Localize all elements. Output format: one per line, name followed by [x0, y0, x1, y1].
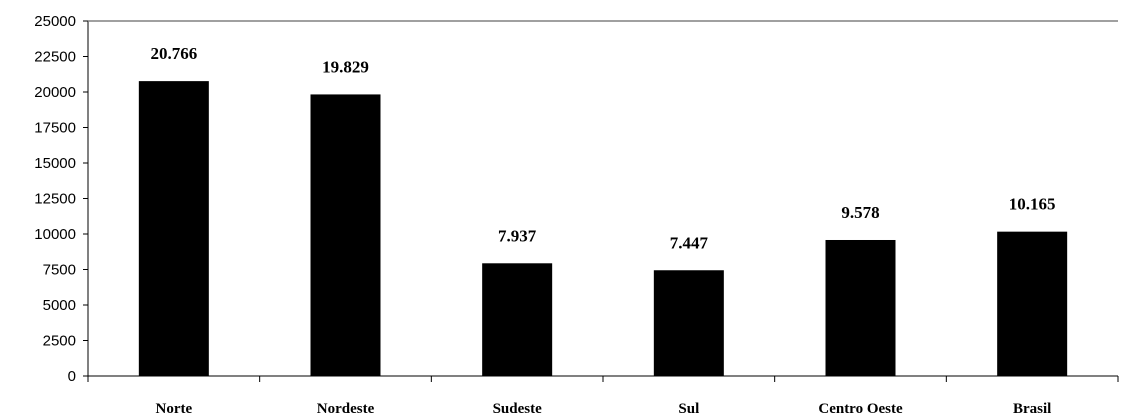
bar [825, 239, 896, 376]
bar [653, 270, 724, 376]
x-category-label: Centro Oeste [818, 401, 903, 414]
data-labels: 20.766 19.829 7.937 7.447 9.578 10.165 [150, 44, 1055, 252]
y-tick-label: 12500 [34, 191, 76, 208]
y-tick-label: 25000 [34, 13, 76, 30]
y-tick-label: 22500 [34, 49, 76, 66]
y-tick-label: 0 [68, 368, 76, 385]
bar [310, 94, 381, 377]
x-category-label: Nordeste [317, 401, 375, 414]
y-tick-label: 5000 [43, 297, 76, 314]
x-axis-ticks: Norte Nordeste Sudeste Sul Centro Oeste Brasi… [87, 376, 1119, 414]
y-tick-label: 7500 [43, 262, 76, 279]
y-tick-label: 10000 [34, 226, 76, 243]
data-label: 9.578 [841, 203, 879, 222]
y-tick-label: 17500 [34, 120, 76, 137]
x-category-label: Brasil [1013, 401, 1051, 414]
y-tick-label: 2500 [43, 333, 76, 350]
x-category-label: Sul [678, 401, 699, 414]
x-category-label: Norte [156, 401, 193, 414]
bar [138, 81, 209, 376]
x-category-label: Sudeste [493, 401, 543, 414]
data-label: 20.766 [150, 44, 197, 63]
bar [482, 263, 553, 376]
bar [997, 231, 1068, 376]
data-label: 7.937 [498, 226, 537, 245]
data-label: 19.829 [322, 57, 369, 76]
y-axis-ticks: 0 2500 5000 7500 10000 12500 15000 17500 20000 22… [34, 13, 88, 385]
y-tick-label: 20000 [34, 84, 76, 101]
y-tick-label: 15000 [34, 155, 76, 172]
data-label: 7.447 [670, 233, 709, 252]
data-label: 10.165 [1009, 195, 1056, 214]
bars [138, 81, 1068, 377]
